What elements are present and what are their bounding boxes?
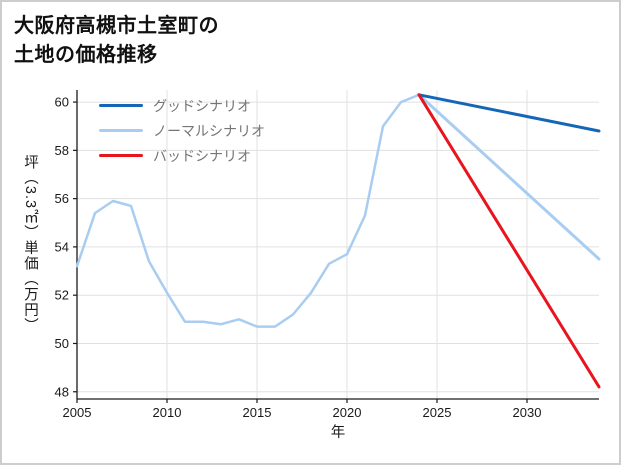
legend-label-bad: バッドシナリオ — [153, 147, 251, 164]
svg-text:50: 50 — [55, 336, 69, 351]
chart-title-line-1: 大阪府高槻市土室町の — [14, 15, 219, 37]
legend-line-bad-icon — [99, 153, 143, 158]
legend-label-normal: ノーマルシナリオ — [153, 122, 265, 139]
svg-text:2005: 2005 — [63, 405, 92, 420]
chart-title-line-2: 土地の価格推移 — [14, 44, 158, 66]
svg-text:58: 58 — [55, 143, 69, 158]
legend-line-normal-icon — [99, 128, 143, 133]
svg-text:56: 56 — [55, 191, 69, 206]
svg-text:52: 52 — [55, 288, 69, 303]
legend-item-good: グッドシナリオ — [99, 93, 265, 118]
legend-item-normal: ノーマルシナリオ — [99, 118, 265, 143]
svg-text:2015: 2015 — [243, 405, 272, 420]
legend-item-bad: バッドシナリオ — [99, 143, 265, 168]
chart-title: 大阪府高槻市土室町の 土地の価格推移 — [14, 12, 219, 70]
svg-text:54: 54 — [55, 239, 69, 254]
svg-text:2010: 2010 — [153, 405, 182, 420]
svg-text:2030: 2030 — [513, 405, 542, 420]
svg-text:48: 48 — [55, 384, 69, 399]
legend-label-good: グッドシナリオ — [153, 97, 251, 114]
chart-legend: グッドシナリオ ノーマルシナリオ バッドシナリオ — [99, 93, 265, 168]
y-axis-label: 坪（3.3㎡）単価（万円） — [22, 154, 38, 334]
legend-line-good-icon — [99, 103, 143, 108]
svg-text:60: 60 — [55, 95, 69, 110]
svg-text:2025: 2025 — [423, 405, 452, 420]
x-axis-label: 年 — [330, 425, 346, 441]
svg-text:2020: 2020 — [333, 405, 362, 420]
